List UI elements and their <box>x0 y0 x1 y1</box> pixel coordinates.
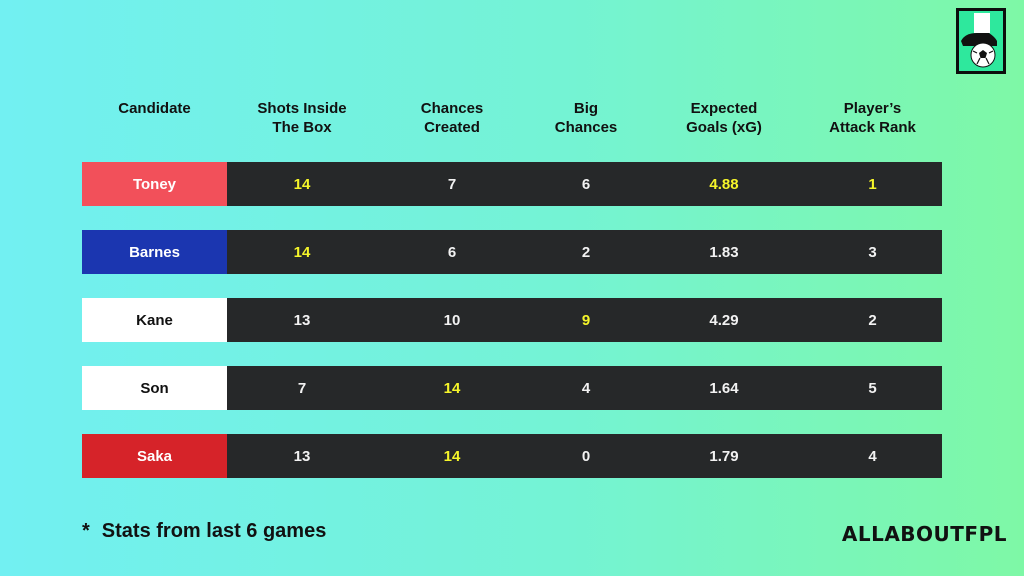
shots-inside-box-value: 7 <box>297 379 307 397</box>
table-row: Barnes 14 6 2 1.83 3 <box>82 230 942 274</box>
expected-goals-value: 4.88 <box>709 175 739 193</box>
table-row: Son 7 14 4 1.64 5 <box>82 366 942 410</box>
big-chances-value: 2 <box>581 243 591 261</box>
candidate-name: Kane <box>82 298 227 342</box>
attack-rank-value: 2 <box>868 311 877 329</box>
shots-inside-box-value: 13 <box>293 311 311 329</box>
expected-goals-value: 4.29 <box>709 311 739 329</box>
attack-rank-value: 3 <box>868 243 877 261</box>
footnote-asterisk: * <box>82 520 90 542</box>
shots-inside-box-value: 14 <box>293 243 311 261</box>
table-row: Toney 14 7 6 4.88 1 <box>82 162 942 206</box>
candidate-name: Saka <box>82 434 227 478</box>
header-chances-created: Chances Created <box>420 100 484 136</box>
table-row: Kane 13 10 9 4.29 2 <box>82 298 942 342</box>
attack-rank-value: 5 <box>868 379 877 397</box>
expected-goals-value: 1.64 <box>709 379 739 397</box>
header-expected-goals: Expected Goals (xG) <box>686 100 762 136</box>
expected-goals-value: 1.79 <box>709 447 739 465</box>
chances-created-value: 10 <box>443 311 461 329</box>
chances-created-value: 6 <box>447 243 457 261</box>
brand-logo-text: ALLABOUTFPL <box>841 522 1007 546</box>
big-chances-value: 6 <box>581 175 591 193</box>
boot-and-football-icon <box>956 8 1006 74</box>
header-shots-inside-box: Shots Inside The Box <box>257 100 347 136</box>
header-big-chances: Big Chances <box>554 100 618 136</box>
chances-created-value: 14 <box>443 379 461 397</box>
attack-rank-value: 4 <box>868 447 877 465</box>
footnote-text: Stats from last 6 games <box>101 520 327 542</box>
candidate-name: Son <box>82 366 227 410</box>
table-row: Saka 13 14 0 1.79 4 <box>82 434 942 478</box>
chances-created-value: 7 <box>447 175 457 193</box>
header-attack-rank: Player’s Attack Rank <box>829 100 916 136</box>
shots-inside-box-value: 14 <box>293 175 311 193</box>
candidate-name: Toney <box>82 162 227 206</box>
big-chances-value: 0 <box>581 447 591 465</box>
footnote: * Stats from last 6 games <box>82 520 326 543</box>
expected-goals-value: 1.83 <box>709 243 739 261</box>
attack-rank-value: 1 <box>868 175 877 193</box>
big-chances-value: 4 <box>581 379 591 397</box>
big-chances-value: 9 <box>581 311 591 329</box>
shots-inside-box-value: 13 <box>293 447 311 465</box>
table-header: Candidate Shots Inside The Box Chances C… <box>82 99 942 139</box>
candidate-name: Barnes <box>82 230 227 274</box>
chances-created-value: 14 <box>443 447 461 465</box>
header-candidate: Candidate <box>118 100 191 117</box>
